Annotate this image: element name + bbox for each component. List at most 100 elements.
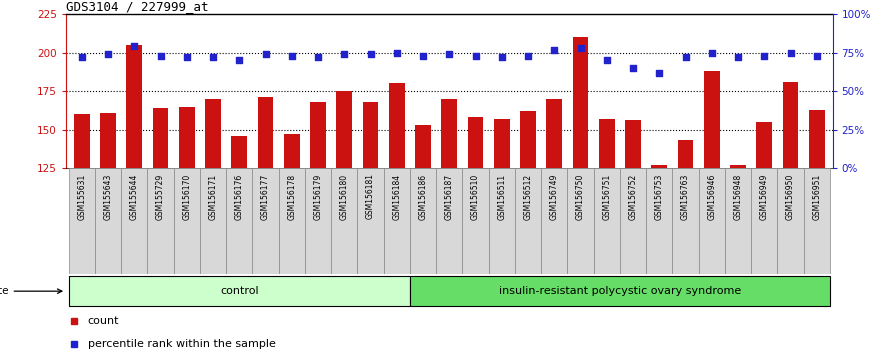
Bar	[358, 168, 384, 274]
Bar	[751, 168, 777, 274]
Text: GSM156178: GSM156178	[287, 173, 296, 219]
Text: GSM156187: GSM156187	[445, 173, 454, 219]
Bar	[363, 102, 379, 354]
Bar	[100, 113, 116, 354]
Text: GSM156511: GSM156511	[497, 173, 507, 219]
Point	[521, 53, 535, 58]
Text: GSM156950: GSM156950	[786, 173, 795, 220]
Text: GSM156177: GSM156177	[261, 173, 270, 220]
Bar	[573, 37, 589, 354]
Bar	[441, 99, 457, 354]
Text: GSM155644: GSM155644	[130, 173, 139, 220]
Bar	[468, 117, 484, 354]
Bar	[179, 107, 195, 354]
Bar	[436, 168, 463, 274]
Bar	[599, 119, 615, 354]
Bar	[127, 45, 142, 354]
Text: control: control	[220, 286, 259, 296]
Point	[337, 51, 352, 57]
Point	[258, 51, 272, 57]
Point	[758, 53, 772, 58]
Text: GSM156171: GSM156171	[209, 173, 218, 219]
Point	[652, 70, 666, 75]
Text: GSM156751: GSM156751	[603, 173, 611, 220]
Point	[678, 55, 692, 60]
Text: GSM156510: GSM156510	[471, 173, 480, 220]
Bar	[677, 141, 693, 354]
Text: count: count	[87, 316, 119, 326]
Bar	[410, 276, 830, 306]
Point	[810, 53, 824, 58]
Bar	[489, 168, 515, 274]
Text: GSM156176: GSM156176	[235, 173, 244, 220]
Point	[626, 65, 640, 71]
Bar	[803, 168, 830, 274]
Text: GSM156181: GSM156181	[366, 173, 375, 219]
Text: GSM156180: GSM156180	[340, 173, 349, 219]
Text: GSM156949: GSM156949	[759, 173, 769, 220]
Point	[731, 55, 745, 60]
Bar	[147, 168, 174, 274]
Bar	[69, 276, 410, 306]
Bar	[305, 168, 331, 274]
Point	[233, 58, 247, 63]
Text: GSM156512: GSM156512	[523, 173, 532, 219]
Bar	[546, 99, 562, 354]
Point	[547, 47, 561, 52]
Bar	[232, 136, 248, 354]
Point	[75, 55, 89, 60]
Text: GSM156170: GSM156170	[182, 173, 191, 220]
Bar	[152, 108, 168, 354]
Bar	[620, 168, 646, 274]
Bar	[567, 168, 594, 274]
Point	[285, 53, 299, 58]
Point	[127, 44, 141, 49]
Text: GSM156763: GSM156763	[681, 173, 690, 220]
Bar	[494, 119, 510, 354]
Text: GSM156186: GSM156186	[418, 173, 427, 219]
Text: percentile rank within the sample: percentile rank within the sample	[87, 339, 276, 349]
Point	[442, 51, 456, 57]
Bar	[95, 168, 122, 274]
Bar	[757, 122, 772, 354]
Text: GSM156750: GSM156750	[576, 173, 585, 220]
Bar	[389, 84, 404, 354]
Text: insulin-resistant polycystic ovary syndrome: insulin-resistant polycystic ovary syndr…	[499, 286, 741, 296]
Text: GSM155729: GSM155729	[156, 173, 165, 220]
Bar	[310, 102, 326, 354]
Bar	[205, 99, 221, 354]
Bar	[651, 165, 667, 354]
Bar	[809, 110, 825, 354]
Point	[364, 51, 378, 57]
Bar	[520, 111, 536, 354]
Bar	[69, 168, 95, 274]
Point	[153, 53, 167, 58]
Bar	[200, 168, 226, 274]
Text: GSM156179: GSM156179	[314, 173, 322, 220]
Text: GSM156951: GSM156951	[812, 173, 821, 220]
Bar	[410, 168, 436, 274]
Point	[705, 50, 719, 56]
Text: GSM155643: GSM155643	[104, 173, 113, 220]
Bar	[415, 125, 431, 354]
Bar	[337, 91, 352, 354]
Bar	[226, 168, 253, 274]
Bar	[725, 168, 751, 274]
Bar	[122, 168, 147, 274]
Text: GSM156184: GSM156184	[392, 173, 402, 219]
Bar	[257, 97, 273, 354]
Point	[495, 55, 509, 60]
Bar	[646, 168, 672, 274]
Point	[101, 51, 115, 57]
Point	[600, 58, 614, 63]
Point	[389, 50, 403, 56]
Bar	[384, 168, 410, 274]
Point	[469, 53, 483, 58]
Text: GSM156749: GSM156749	[550, 173, 559, 220]
Bar	[626, 120, 640, 354]
Bar	[541, 168, 567, 274]
Bar	[253, 168, 278, 274]
Point	[180, 55, 194, 60]
Text: GSM155631: GSM155631	[78, 173, 86, 220]
Point	[311, 55, 325, 60]
